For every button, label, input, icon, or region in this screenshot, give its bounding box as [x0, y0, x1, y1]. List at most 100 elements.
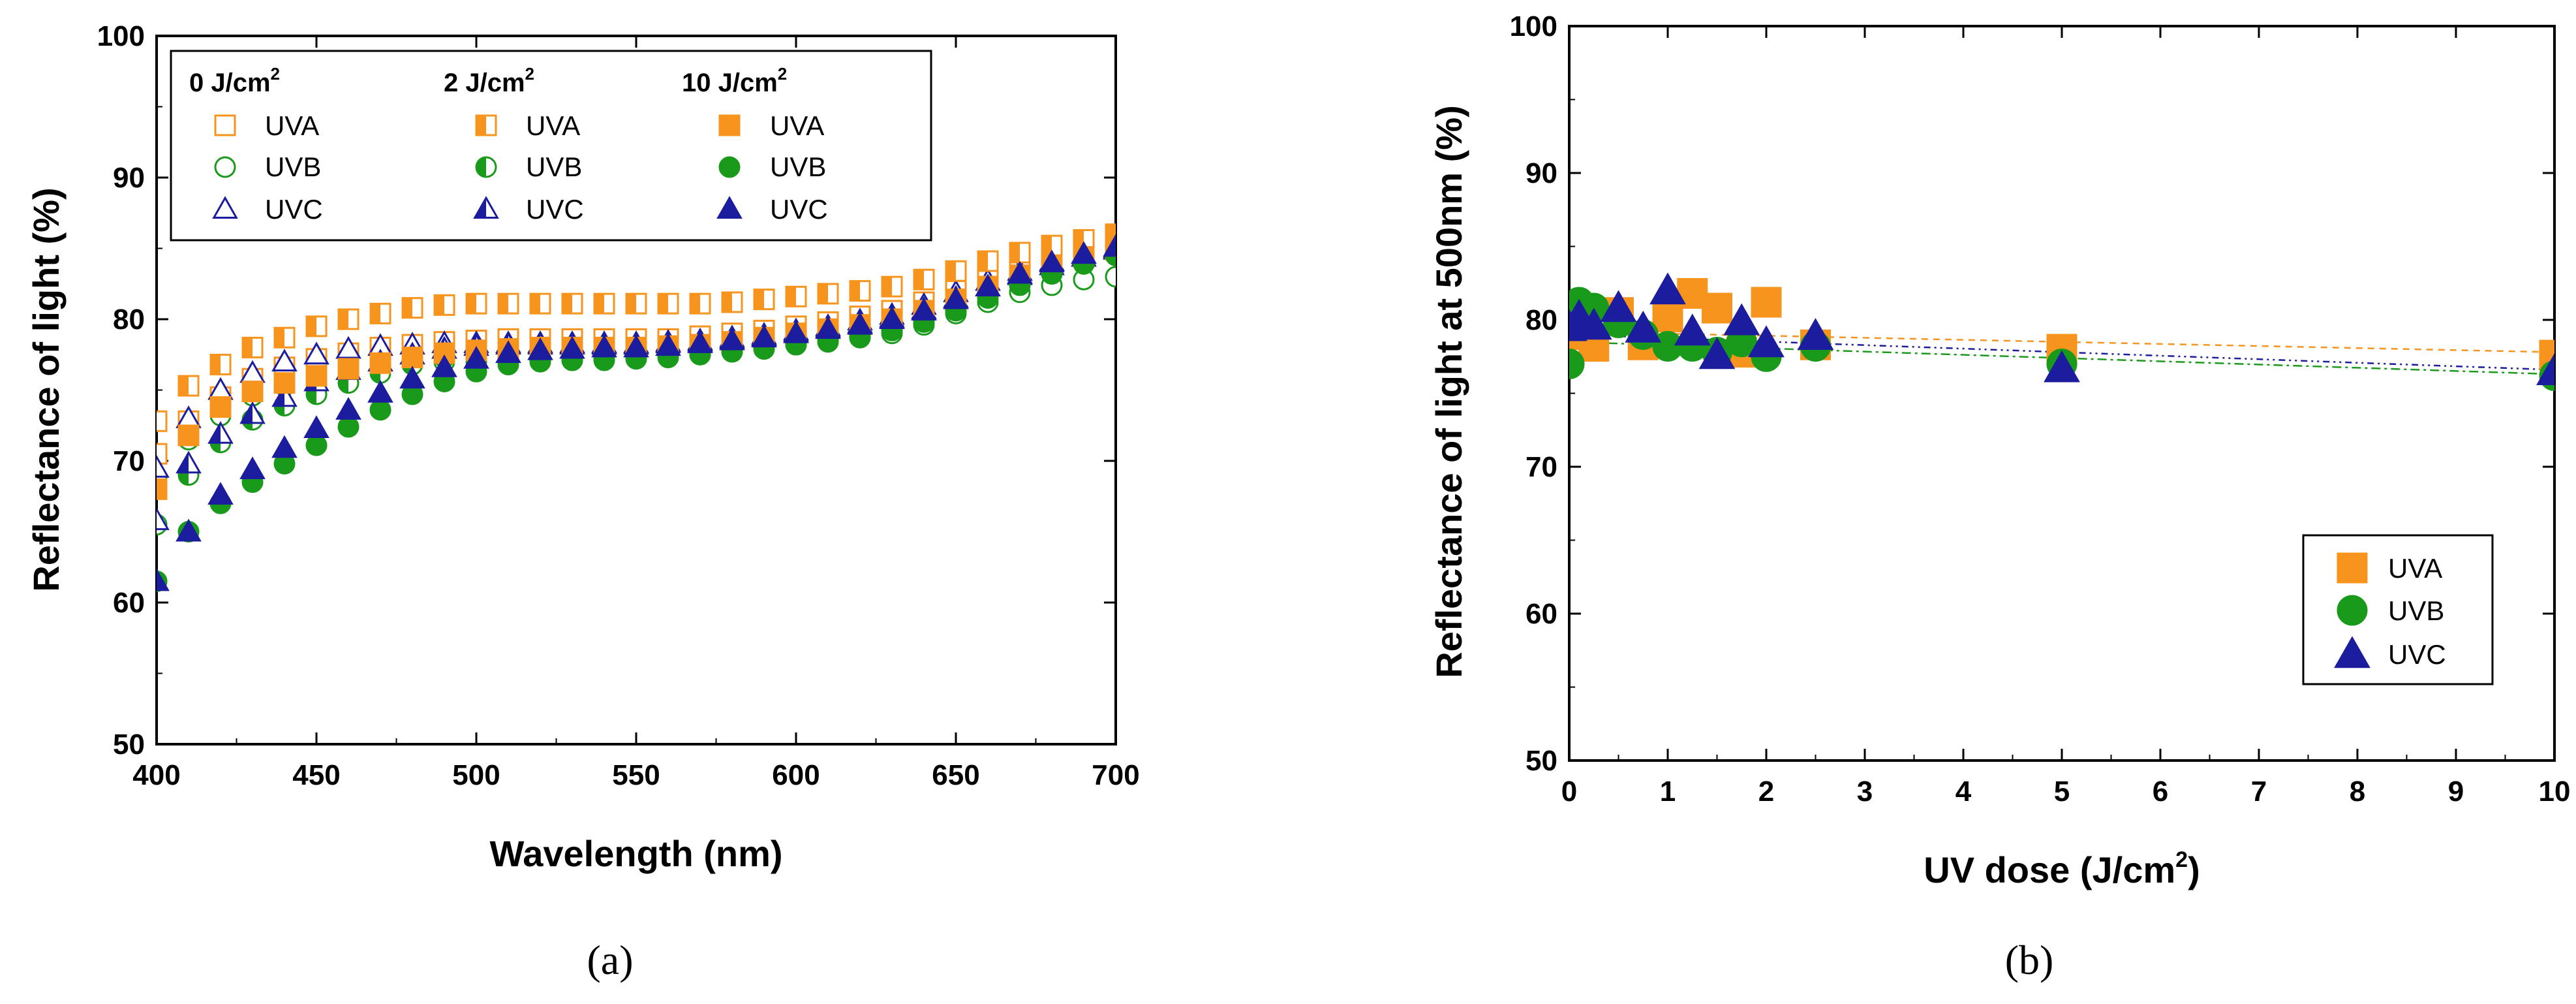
data-point-uvc-filled	[719, 327, 745, 351]
legend-label-g0-uvc: UVC	[265, 194, 323, 225]
legend-label-g2-uva: UVA	[770, 110, 824, 141]
y-tick-label: 90	[113, 162, 145, 194]
data-point-uvc-filled	[847, 311, 873, 335]
data-point-uvc-filled	[911, 298, 937, 321]
data-point-uvc-filled	[1103, 234, 1116, 257]
data-point-uvc	[1748, 325, 1785, 358]
legend-label-g2-uvb: UVB	[770, 151, 826, 182]
data-point-uva-filled	[305, 365, 328, 387]
data-point-uva-half	[157, 410, 168, 432]
data-point-uva-half	[689, 292, 711, 315]
data-point-uva-filled	[241, 381, 264, 403]
data-point-uva-half	[785, 285, 807, 307]
x-tick-label: 700	[1092, 759, 1139, 791]
x-tick-label: 550	[612, 759, 660, 791]
panel-label-b: (b)	[2005, 937, 2054, 983]
panel-label-a: (a)	[587, 937, 633, 983]
data-point-uvc	[1625, 310, 1662, 343]
data-point-uva-half	[817, 283, 839, 305]
data-point-uva-half	[977, 250, 999, 272]
legend-label-g1-uva: UVA	[526, 110, 580, 141]
x-tick-label: 3	[1857, 776, 1873, 808]
legend-b-marker-group	[2334, 552, 2370, 668]
data-point-uvc	[1600, 290, 1637, 322]
data-point-uva-open	[157, 443, 168, 465]
data-point-uva-half	[337, 308, 360, 330]
legend-group-header-1: 2 J/cm2	[444, 64, 534, 97]
data-point-uva-half	[401, 297, 423, 319]
data-point-uva-half	[945, 260, 967, 282]
data-point-uvc-filled	[157, 568, 170, 591]
data-point-uva-filled	[401, 347, 423, 369]
y-tick-label: 70	[113, 445, 145, 477]
data-point-uva-filled	[177, 424, 200, 447]
x-tick-label: 5	[2054, 776, 2070, 808]
data-point-uvb-filled	[337, 416, 360, 438]
x-tick-labels-b: 0 1 2 3 4 5 6 7 8 9 10	[1561, 776, 2571, 808]
data-point-uvc	[1723, 303, 1760, 336]
data-point-uva-half	[177, 375, 200, 397]
data-point-uvc-filled	[527, 337, 553, 360]
data-point-uvc-filled	[207, 482, 234, 505]
data-point-uvc-filled	[975, 274, 1001, 297]
data-point-uvc-filled	[783, 320, 809, 343]
data-point-uva-filled	[209, 396, 232, 418]
legend-marker-uva-filled	[718, 114, 741, 136]
data-point-uva-half	[913, 268, 935, 290]
data-point-uva-half	[433, 294, 455, 316]
legend-box-b	[2302, 534, 2494, 685]
data-point-uva-half	[881, 275, 903, 298]
x-tick-label: 1	[1660, 776, 1676, 808]
data-point-uvc-filled	[687, 330, 713, 353]
data-point-uvb-filled	[369, 399, 391, 421]
y-tick-labels-b: 50 60 70 80 90 100	[1510, 10, 1557, 777]
y-axis-title-a: Reflectance of light (%)	[25, 187, 67, 591]
x-tick-labels-a: 400 450 500 550 600 650 700	[132, 759, 1139, 791]
data-point-uvc-filled	[271, 435, 298, 458]
y-tick-label: 60	[113, 587, 145, 619]
x-tick-label: 650	[932, 759, 979, 791]
legend-label-g1-uvb: UVB	[526, 151, 582, 182]
data-point-uvc-filled	[591, 334, 617, 358]
markers-b	[1569, 272, 2554, 391]
legend-marker-uva-half	[475, 114, 497, 136]
ticks-b	[1568, 25, 2556, 762]
x-tick-label: 2	[1758, 776, 1774, 808]
legend-marker-uvb-half	[475, 156, 497, 178]
data-point-uva-half	[753, 289, 775, 311]
data-point-uvc-filled	[431, 354, 457, 377]
data-point-uvc-open	[303, 341, 330, 365]
data-point-uvc-filled	[623, 334, 649, 358]
y-tick-labels-a: 50 60 70 80 90 100	[97, 20, 145, 761]
data-point-uvc-open	[271, 349, 298, 372]
legend-label-g0-uvb: UVB	[265, 151, 321, 182]
data-point-uva-filled	[337, 358, 360, 380]
data-point-uvc-filled	[335, 397, 361, 420]
ticks-a	[155, 35, 1117, 745]
data-point-uva-half	[1009, 242, 1031, 264]
data-point-uvc	[1797, 318, 1834, 350]
data-point-uvc	[1698, 337, 1736, 369]
data-point-uvc-filled	[495, 340, 521, 364]
data-point-uvc-filled	[303, 415, 330, 439]
x-tick-label: 8	[2350, 776, 2365, 808]
data-point-uva-half	[209, 353, 232, 375]
x-axis-title-b: UV dose (J/cm2)	[1924, 847, 2200, 890]
legend-group-header-0: 0 J/cm2	[189, 64, 280, 97]
data-point-uva-filled	[369, 352, 391, 374]
legend-b: UVA UVB UVC	[2302, 534, 2494, 685]
legend-marker-uvb-filled	[718, 156, 741, 178]
legend-group-header-2: 10 J/cm2	[682, 64, 787, 97]
x-tick-label: 0	[1561, 776, 1577, 808]
data-point-uva-half	[305, 315, 328, 337]
y-tick-label: 50	[1526, 745, 1557, 777]
legend-box-a	[170, 50, 932, 242]
data-point-uvb-open	[1105, 266, 1116, 288]
data-point-uvc-filled	[367, 380, 393, 403]
legend-label-g1-uvc: UVC	[526, 194, 584, 225]
data-point-uvc-filled	[815, 316, 841, 339]
data-point-uva-half	[465, 292, 487, 315]
data-point-uva-filled	[157, 478, 168, 500]
data-point-uva-half	[273, 326, 296, 349]
data-point-uvc-filled	[399, 366, 425, 389]
